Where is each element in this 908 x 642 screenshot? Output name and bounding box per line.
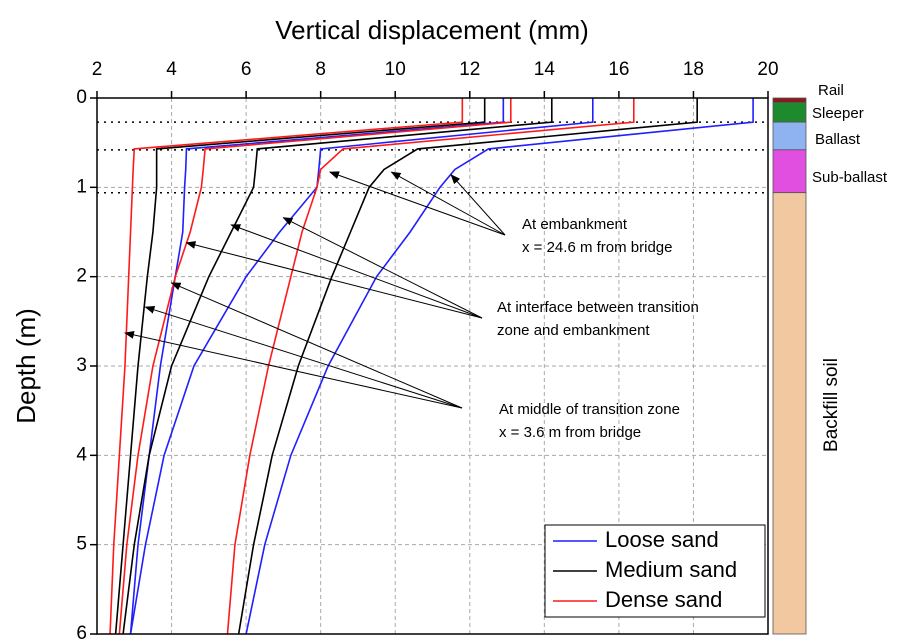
layer-label: Sleeper <box>812 105 864 122</box>
layer-label: Sub-ballast <box>812 169 888 186</box>
soil-layer <box>772 192 807 635</box>
annotation-arrow <box>390 171 506 236</box>
y-tick-label: 1 <box>76 176 87 197</box>
layer-label: Ballast <box>815 131 861 148</box>
displacement-profile <box>109 98 464 635</box>
annotation-text: x = 24.6 m from bridge <box>522 239 672 256</box>
x-tick-label: 16 <box>608 59 629 80</box>
annotation-text: zone and embankment <box>497 322 650 339</box>
plot-frame <box>96 97 769 635</box>
x-tick-label: 20 <box>757 59 778 80</box>
y-tick-label: 3 <box>76 355 87 376</box>
annotation-arrow <box>170 282 463 409</box>
layer-label: Backfill soil <box>821 358 842 452</box>
layer-label: Rail <box>818 82 844 99</box>
annotation-arrow <box>282 217 483 319</box>
y-tick-label: 2 <box>76 266 87 287</box>
annotation-text: At interface between transition <box>497 299 699 316</box>
x-tick-label: 14 <box>534 59 556 80</box>
x-tick-label: 4 <box>166 59 177 80</box>
annotation-arrow <box>123 330 463 409</box>
annotation-text: At middle of transition zone <box>499 401 680 418</box>
displacement-profile <box>118 98 512 635</box>
annotation-arrow <box>185 241 483 319</box>
displacement-profile <box>129 98 594 635</box>
soil-layer <box>772 97 807 103</box>
x-tick-label: 18 <box>683 59 704 80</box>
x-tick-label: 2 <box>92 59 103 80</box>
annotation-arrow <box>230 224 483 319</box>
chart-title: Vertical displacement (mm) <box>275 15 589 45</box>
y-tick-label: 0 <box>76 87 87 108</box>
y-tick-label: 6 <box>76 623 87 642</box>
displacement-profile <box>245 98 754 635</box>
displacement-profile <box>114 98 486 635</box>
y-axis-label: Depth (m) <box>11 308 41 424</box>
x-tick-label: 6 <box>241 59 252 80</box>
y-tick-label: 4 <box>76 444 87 465</box>
displacement-profile <box>129 98 505 635</box>
x-tick-label: 12 <box>459 59 480 80</box>
annotation-arrow <box>450 174 506 236</box>
soil-layer <box>772 121 807 151</box>
annotation-arrow <box>144 305 463 409</box>
y-tick-label: 5 <box>76 534 87 555</box>
annotation-arrow <box>329 171 506 236</box>
displacement-profile <box>122 98 553 635</box>
annotation-text: At embankment <box>522 216 628 233</box>
legend-label: Dense sand <box>605 587 722 612</box>
x-tick-label: 10 <box>385 59 406 80</box>
x-tick-label: 8 <box>315 59 326 80</box>
displacement-profile <box>226 98 635 635</box>
displacement-profile <box>237 98 698 635</box>
soil-layer <box>772 102 807 123</box>
legend-label: Loose sand <box>605 527 719 552</box>
annotation-text: x = 3.6 m from bridge <box>499 424 641 441</box>
soil-layer <box>772 149 807 194</box>
legend-label: Medium sand <box>605 557 737 582</box>
